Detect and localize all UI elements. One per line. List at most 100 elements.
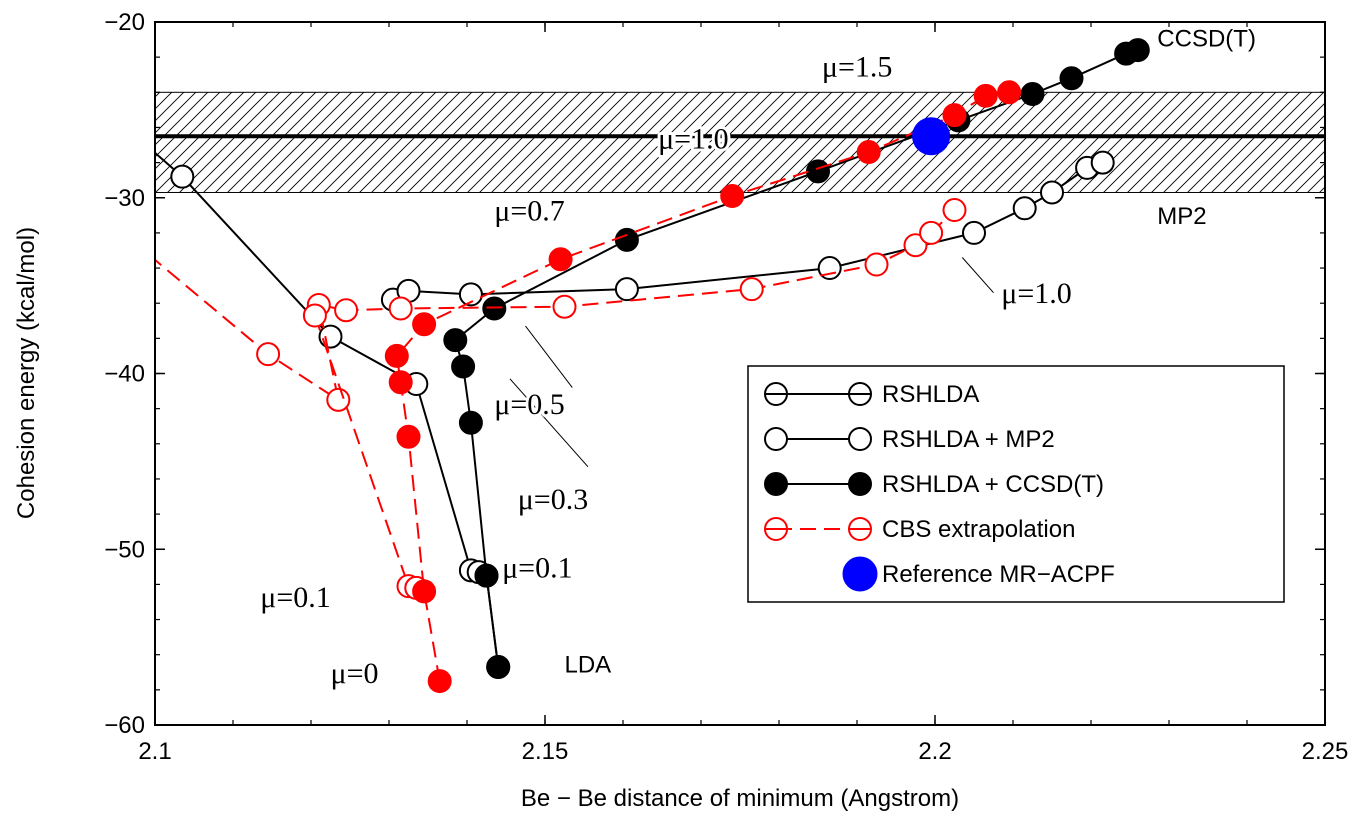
annotation-label: μ=1.0 bbox=[658, 123, 729, 156]
y-tick-label: −60 bbox=[104, 712, 145, 739]
legend-item: Reference MR−ACPF bbox=[842, 556, 1115, 592]
legend-marker bbox=[848, 472, 872, 496]
series-line bbox=[392, 161, 1104, 301]
annotation-label: μ=1.5 bbox=[822, 50, 893, 83]
data-point bbox=[856, 140, 881, 165]
data-point bbox=[302, 303, 327, 328]
legend-label: Reference MR−ACPF bbox=[882, 561, 1115, 588]
data-point bbox=[256, 342, 281, 367]
data-point bbox=[474, 563, 499, 588]
data-point bbox=[334, 298, 359, 323]
leader-line bbox=[525, 325, 573, 388]
legend-item: RSHLDA + CCSD(T) bbox=[764, 471, 1104, 498]
annotation-label-halo: CCSD(T) bbox=[1157, 26, 1256, 53]
data-point bbox=[427, 669, 452, 694]
data-point bbox=[1012, 196, 1037, 221]
axis-ticks: 2.1 2.15 2.2 2.25 −60 −50 −40 −30 −20 bbox=[104, 9, 1348, 765]
legend-label: RSHLDA bbox=[882, 381, 979, 408]
leader-line bbox=[961, 257, 994, 293]
data-point bbox=[388, 370, 413, 395]
data-point bbox=[912, 117, 951, 156]
annotation-label: μ=1.0 bbox=[1001, 277, 1072, 310]
legend-label: RSHLDA + CCSD(T) bbox=[882, 471, 1104, 498]
leader-lines bbox=[509, 257, 994, 467]
y-axis-label: Cohesion energy (kcal/mol) bbox=[13, 227, 40, 519]
data-point bbox=[486, 655, 511, 680]
annotation-label: CCSD(T) bbox=[1157, 26, 1256, 53]
data-point bbox=[997, 80, 1022, 105]
hatched-band bbox=[154, 91, 1326, 193]
x-tick-label: 2.1 bbox=[138, 738, 171, 765]
annotation-label-halo: μ=0.7 bbox=[494, 195, 565, 228]
annotation-label-halo: MP2 bbox=[1157, 203, 1206, 230]
data-point bbox=[384, 343, 409, 368]
series-3 bbox=[101, 198, 967, 412]
data-point bbox=[903, 233, 928, 258]
data-point bbox=[1125, 38, 1150, 63]
series-clip bbox=[101, 38, 1150, 694]
annotations: CCSD(T)CCSD(T)μ=1.5μ=1.5μ=1.0μ=1.0μ=0.7μ… bbox=[257, 23, 1259, 693]
annotation-label-halo: μ=0.1 bbox=[260, 581, 331, 614]
data-point bbox=[451, 354, 476, 379]
x-axis-label: Be − Be distance of minimum (Angstrom) bbox=[521, 785, 959, 812]
series-4 bbox=[302, 303, 429, 600]
data-point bbox=[388, 296, 413, 321]
data-point bbox=[1090, 150, 1115, 175]
y-tick-label: −30 bbox=[104, 185, 145, 212]
data-point bbox=[720, 183, 745, 208]
data-point bbox=[1059, 66, 1084, 91]
leader-line bbox=[509, 378, 589, 467]
annotation-label-halo: μ=0 bbox=[331, 657, 379, 690]
y-tick-label: −20 bbox=[104, 9, 145, 36]
data-point bbox=[318, 324, 343, 349]
legend-items: RSHLDA RSHLDA + MP2 RSHLDA + CCSD(T) CBS ex… bbox=[764, 381, 1115, 592]
series-5 bbox=[384, 80, 1022, 694]
annotation-label-halo: μ=1.5 bbox=[822, 50, 893, 83]
series-1 bbox=[380, 150, 1115, 312]
annotation-label-halo: μ=0.1 bbox=[502, 551, 573, 584]
data-point bbox=[396, 424, 421, 449]
data-point bbox=[1040, 180, 1064, 205]
annotation-label: LDA bbox=[565, 651, 612, 678]
legend-marker bbox=[764, 427, 788, 451]
annotation-label: MP2 bbox=[1157, 203, 1206, 230]
series-6 bbox=[912, 117, 951, 156]
annotation-label: μ=0.5 bbox=[494, 388, 565, 421]
legend-label: CBS extrapolation bbox=[882, 516, 1075, 543]
legend-marker bbox=[848, 427, 872, 451]
data-point bbox=[443, 328, 468, 353]
data-point bbox=[458, 282, 483, 307]
data-point bbox=[614, 277, 639, 302]
x-tick-label: 2.2 bbox=[918, 738, 951, 765]
annotation-label-halo: μ=1.0 bbox=[1001, 277, 1072, 310]
data-point bbox=[614, 227, 639, 252]
data-point bbox=[326, 387, 351, 412]
data-point bbox=[170, 164, 195, 189]
legend-marker bbox=[764, 472, 788, 496]
data-point bbox=[962, 220, 986, 245]
annotation-label-halo: LDA bbox=[565, 651, 612, 678]
data-point bbox=[482, 296, 507, 321]
annotation-label-halo: μ=0.3 bbox=[518, 483, 589, 516]
annotation-label-halo: μ=0.5 bbox=[494, 388, 565, 421]
legend-item: CBS extrapolation bbox=[764, 516, 1075, 543]
data-point bbox=[864, 252, 889, 277]
legend-item: RSHLDA + MP2 bbox=[764, 426, 1055, 453]
data-point bbox=[412, 579, 437, 604]
data-point bbox=[458, 410, 483, 435]
data-point bbox=[1020, 82, 1045, 107]
x-tick-label: 2.15 bbox=[522, 738, 569, 765]
annotation-label: μ=0.1 bbox=[502, 551, 573, 584]
data-series bbox=[101, 38, 1150, 694]
data-point bbox=[109, 111, 131, 133]
data-point bbox=[942, 198, 967, 223]
data-point bbox=[412, 312, 437, 337]
data-point bbox=[919, 220, 944, 245]
legend-marker bbox=[842, 556, 878, 592]
data-point bbox=[806, 159, 830, 184]
annotation-label: μ=0.3 bbox=[518, 483, 589, 516]
data-point bbox=[101, 213, 123, 235]
y-tick-label: −40 bbox=[104, 361, 145, 388]
data-point bbox=[973, 83, 998, 108]
